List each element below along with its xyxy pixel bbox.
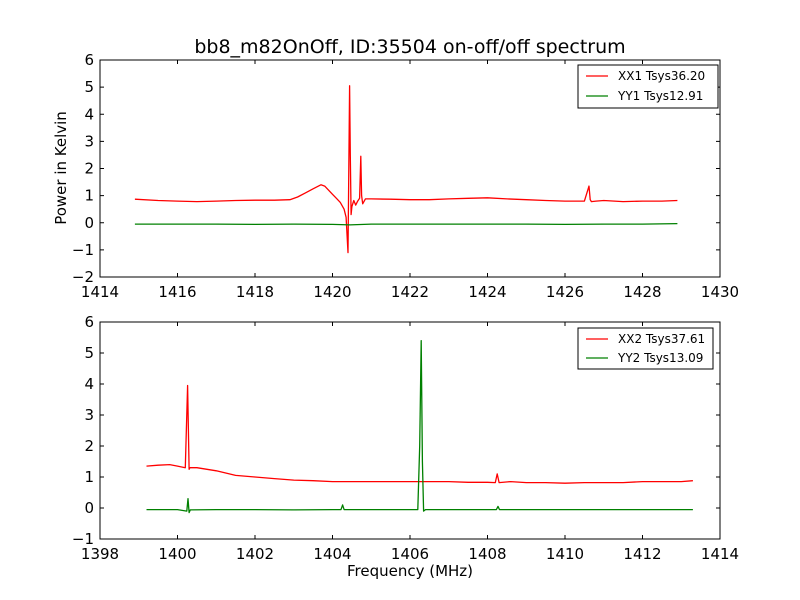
bottom-panel: Frequency (MHz) 1398 1400 1402 1404 1406 1408… xyxy=(72,313,739,580)
y-tick-label: 6 xyxy=(84,51,94,69)
y-tick-label: 6 xyxy=(84,313,94,331)
y-tick-label: 4 xyxy=(84,105,94,123)
x-tick-label: 1430 xyxy=(701,283,739,301)
y-tick-label: −1 xyxy=(72,241,94,259)
x-axis-label: Frequency (MHz) xyxy=(347,562,473,580)
series-line-1 xyxy=(134,222,678,226)
y-tick-label: 4 xyxy=(84,375,94,393)
y-tick-label: −1 xyxy=(72,530,94,548)
series-line-0 xyxy=(146,384,693,484)
series-line-0 xyxy=(134,85,678,254)
x-tick-label: 1398 xyxy=(81,545,119,563)
legend-label-xx2: XX2 Tsys37.61 xyxy=(618,332,705,346)
y-tick-label: 5 xyxy=(84,78,94,96)
plot-area xyxy=(99,321,721,540)
series-line-1 xyxy=(146,339,693,514)
y-tick-label: 5 xyxy=(84,344,94,362)
x-tick-label: 1412 xyxy=(623,545,661,563)
y-tick-label: 2 xyxy=(84,160,94,178)
x-tick-label: 1402 xyxy=(236,545,274,563)
y-tick-label: 1 xyxy=(84,468,94,486)
x-tick-label: 1404 xyxy=(313,545,351,563)
legend-label-yy2: YY2 Tsys13.09 xyxy=(617,351,703,365)
plot-area xyxy=(99,59,721,278)
x-tick-label: 1400 xyxy=(158,545,196,563)
y-tick-label: 0 xyxy=(84,499,94,517)
x-tick-label: 1410 xyxy=(546,545,584,563)
x-tick-label: 1414 xyxy=(81,283,119,301)
y-tick-label: 3 xyxy=(84,132,94,150)
x-tick-label: 1416 xyxy=(158,283,196,301)
y-tick-labels: −1 0 1 2 3 4 5 6 xyxy=(72,313,720,548)
axes-frame xyxy=(99,321,721,540)
x-tick-label: 1424 xyxy=(468,283,506,301)
x-tick-label: 1428 xyxy=(623,283,661,301)
x-tick-label: 1414 xyxy=(701,545,739,563)
axes-frame xyxy=(99,59,721,278)
x-tick-label: 1422 xyxy=(391,283,429,301)
y-tick-label: 1 xyxy=(84,187,94,205)
x-tick-label: 1418 xyxy=(236,283,274,301)
legend-label-yy1: YY1 Tsys12.91 xyxy=(617,89,703,103)
top-panel: bb8_m82OnOff, ID:35504 on-off/off spectr… xyxy=(52,36,739,301)
y-tick-label: 2 xyxy=(84,437,94,455)
x-tick-label: 1420 xyxy=(313,283,351,301)
x-tick-label: 1408 xyxy=(468,545,506,563)
y-tick-label: −2 xyxy=(72,268,94,286)
x-tick-label: 1426 xyxy=(546,283,584,301)
x-tick-label: 1406 xyxy=(391,545,429,563)
x-tick-labels: 1414 1416 1418 1420 1422 1424 1426 1428 1430 xyxy=(81,60,739,301)
y-tick-labels: −2 −1 0 1 2 3 4 5 6 xyxy=(72,51,720,286)
y-tick-label: 3 xyxy=(84,406,94,424)
y-tick-label: 0 xyxy=(84,214,94,232)
x-tick-labels: 1398 1400 1402 1404 1406 1408 1410 1412 1414 xyxy=(81,322,739,563)
y-axis-label: Power in Kelvin xyxy=(52,111,70,225)
legend: XX2 Tsys37.61 YY2 Tsys13.09 xyxy=(577,327,714,370)
legend-label-xx1: XX1 Tsys36.20 xyxy=(618,69,705,83)
legend: XX1 Tsys36.20 YY1 Tsys12.91 xyxy=(577,64,719,109)
chart-title: bb8_m82OnOff, ID:35504 on-off/off spectr… xyxy=(194,36,625,58)
